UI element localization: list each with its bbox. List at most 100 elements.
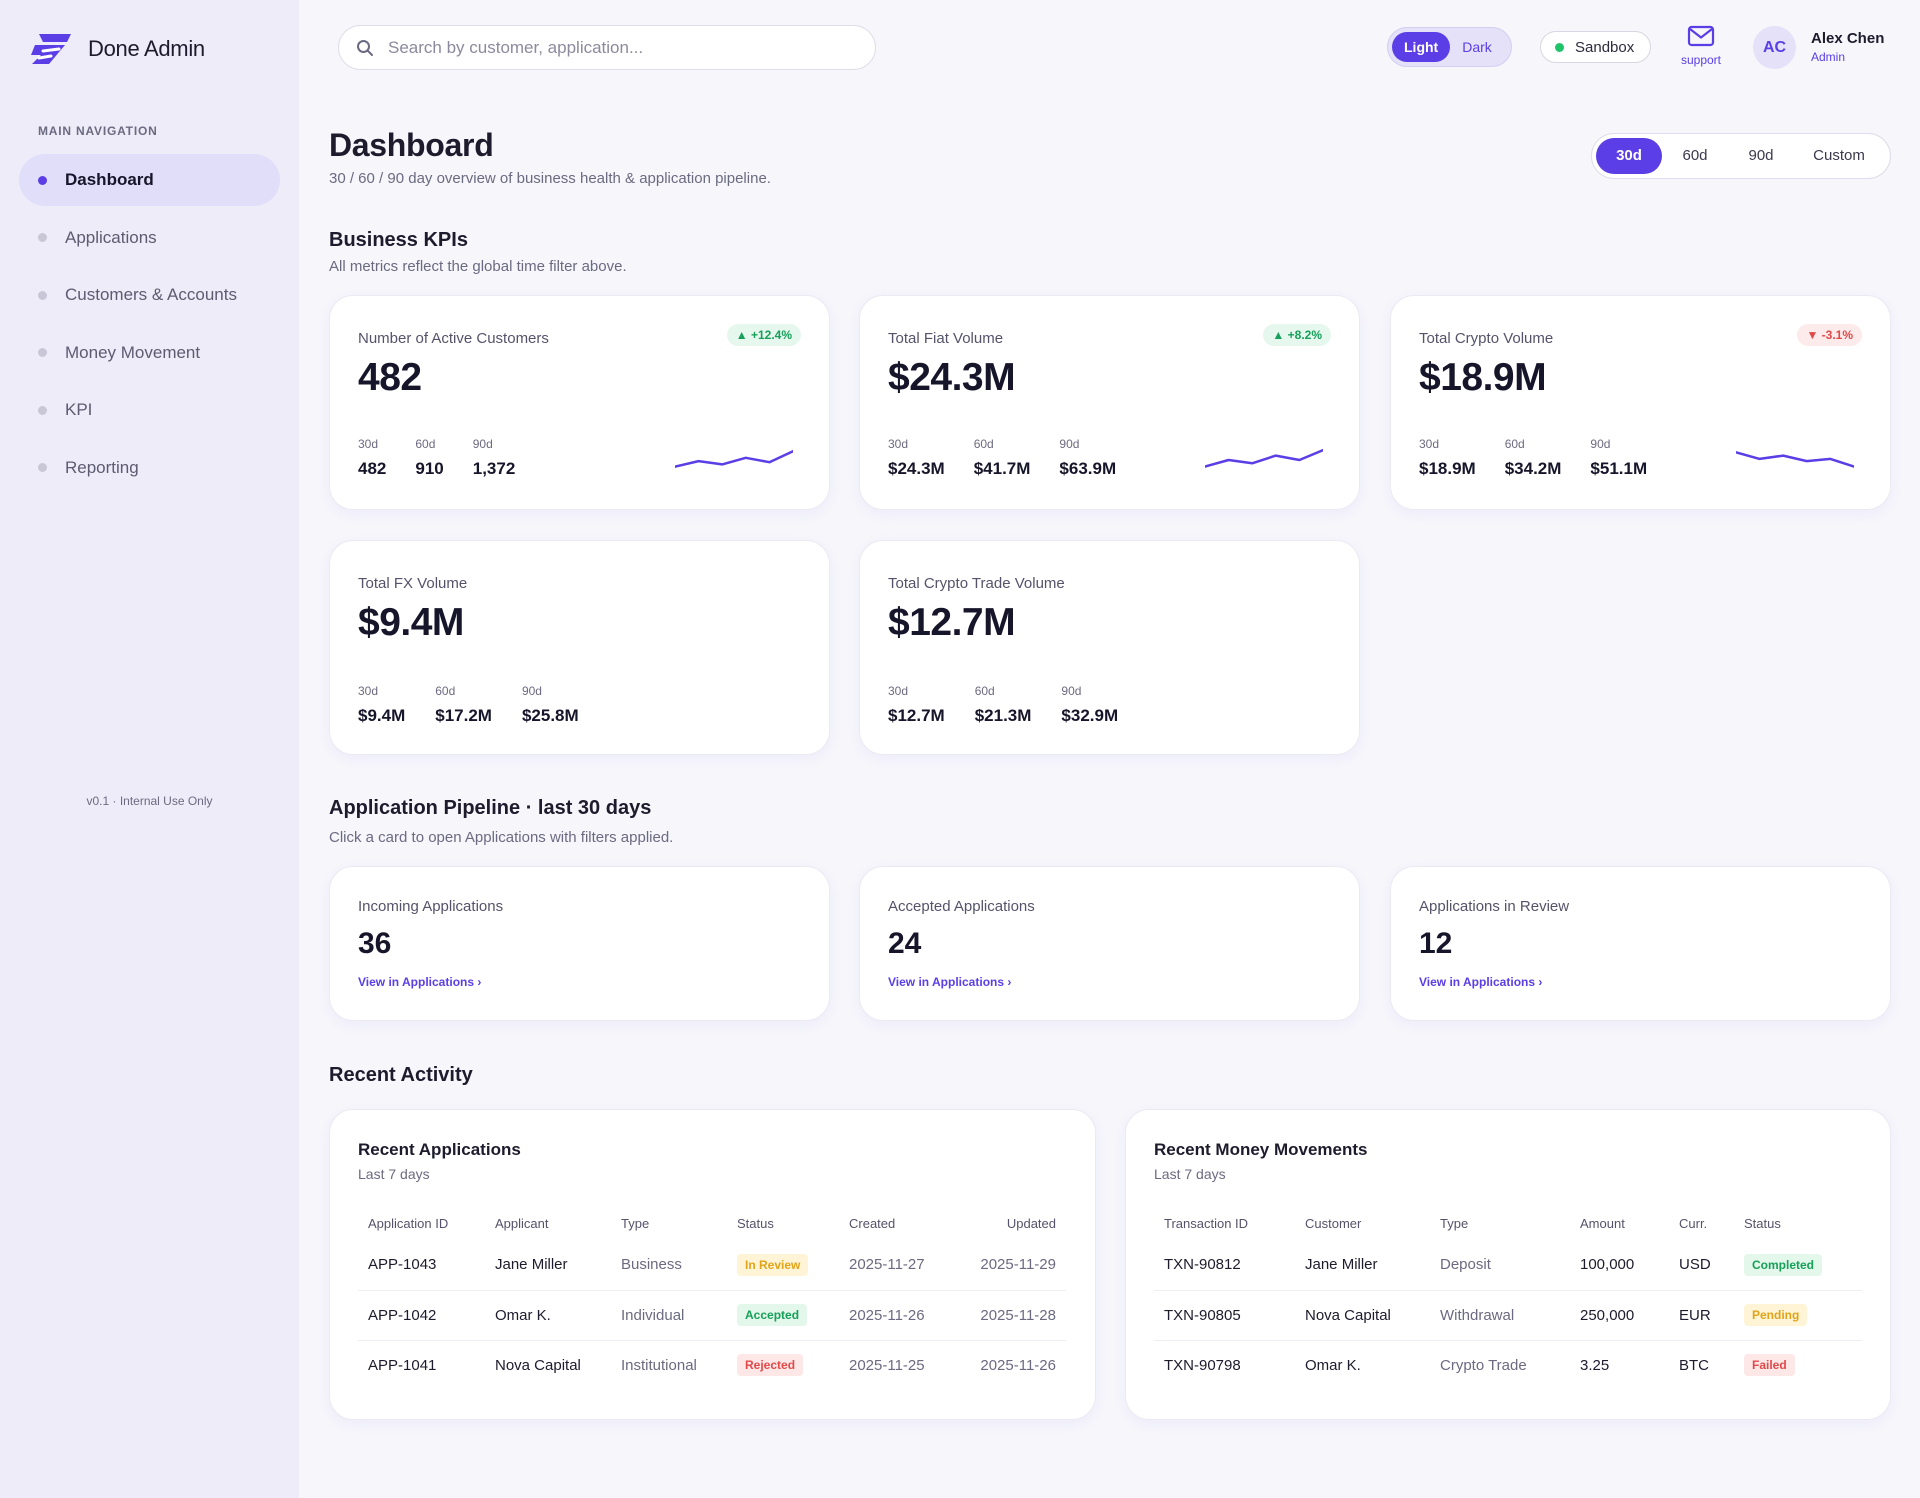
pipeline-count: 36 bbox=[358, 927, 392, 960]
range-30d-button[interactable]: 30d bbox=[1596, 138, 1662, 174]
nav-dot-icon bbox=[38, 290, 47, 300]
theme-dark-button[interactable]: Dark bbox=[1462, 39, 1492, 55]
period-60d: 60d $21.3M bbox=[975, 684, 1032, 726]
column-header: Transaction ID bbox=[1164, 1215, 1249, 1231]
kpi-periods: 30d $12.7M 60d $21.3M 90d $32.9M bbox=[888, 684, 1147, 726]
pipeline-label: Incoming Applications bbox=[358, 898, 504, 915]
recent-money-movements-card: Recent Money Movements Last 7 days Trans… bbox=[1125, 1109, 1891, 1420]
transaction-id: TXN-90798 bbox=[1154, 1339, 1295, 1390]
range-custom-button[interactable]: Custom bbox=[1813, 147, 1865, 164]
sparkline-path bbox=[1205, 448, 1323, 468]
support-button[interactable]: support bbox=[1678, 24, 1724, 67]
recent-applications-title: Recent Applications bbox=[358, 1140, 521, 1159]
period-label: 60d bbox=[435, 684, 456, 698]
status-badge: Completed bbox=[1744, 1253, 1823, 1276]
sparkline bbox=[1736, 451, 1854, 468]
nav-dot-icon bbox=[38, 233, 47, 242]
lightning-logo-icon bbox=[31, 34, 71, 64]
kpi-card-crypto-volume[interactable]: Total Crypto Volume ▼ -3.1% $18.9M 30d $1… bbox=[1390, 295, 1891, 510]
period-90d: 90d 1,372 bbox=[473, 437, 516, 479]
recent-money-movements-table: Transaction ID Customer Type Amount Curr… bbox=[1154, 1206, 1862, 1390]
search-bar[interactable] bbox=[338, 25, 876, 70]
user-role: Admin bbox=[1811, 50, 1846, 64]
table-row[interactable]: APP-1043 Jane Miller Business In Review … bbox=[358, 1240, 1066, 1290]
sidebar-item-customers-accounts[interactable]: Customers & Accounts bbox=[19, 269, 280, 321]
pipeline-card-accepted[interactable]: Accepted Applications 24 View in Applica… bbox=[859, 866, 1360, 1021]
view-applications-link[interactable]: View in Applications › bbox=[1419, 975, 1543, 989]
table-row[interactable]: APP-1041 Nova Capital Institutional Reje… bbox=[358, 1339, 1066, 1390]
search-input[interactable] bbox=[388, 37, 848, 58]
sidebar-item-dashboard[interactable]: Dashboard bbox=[19, 154, 280, 206]
environment-badge[interactable]: Sandbox bbox=[1540, 31, 1651, 63]
kpi-label: Number of Active Customers bbox=[358, 330, 549, 347]
table-row[interactable]: TXN-90805 Nova Capital Withdrawal 250,00… bbox=[1154, 1289, 1862, 1340]
page-subtitle: 30 / 60 / 90 day overview of business he… bbox=[329, 170, 771, 187]
status-badge: Pending bbox=[1744, 1304, 1808, 1326]
time-range-filter: 30d 60d 90d Custom bbox=[1591, 133, 1891, 179]
column-header: Status bbox=[737, 1215, 774, 1231]
movement-type: Crypto Trade bbox=[1430, 1339, 1570, 1390]
sidebar-item-kpi[interactable]: KPI bbox=[19, 384, 280, 436]
sidebar-item-applications[interactable]: Applications bbox=[19, 212, 280, 264]
column-header: Status bbox=[1744, 1215, 1781, 1231]
range-90d-button[interactable]: 90d bbox=[1748, 147, 1774, 164]
period-90d: 90d $63.9M bbox=[1059, 437, 1116, 479]
applicant: Omar K. bbox=[485, 1289, 611, 1340]
sparkline bbox=[1205, 448, 1323, 468]
customer: Omar K. bbox=[1295, 1339, 1430, 1390]
column-header: Updated bbox=[1006, 1215, 1056, 1231]
pipeline-label: Accepted Applications bbox=[888, 898, 1035, 915]
period-value: 482 bbox=[358, 459, 387, 478]
period-value: 1,372 bbox=[472, 459, 516, 478]
view-applications-link[interactable]: View in Applications › bbox=[888, 975, 1012, 989]
sidebar-item-label: KPI bbox=[65, 400, 93, 419]
view-applications-link[interactable]: View in Applications › bbox=[358, 975, 482, 989]
sidebar-item-label: Customers & Accounts bbox=[65, 285, 237, 304]
status-badge: Rejected bbox=[737, 1354, 804, 1377]
trend-badge: ▲ +8.2% bbox=[1263, 324, 1331, 346]
brand[interactable]: Done Admin bbox=[29, 31, 205, 67]
status-cell: Accepted bbox=[727, 1289, 839, 1340]
range-60d-button[interactable]: 60d bbox=[1682, 147, 1708, 164]
period-90d: 90d $32.9M bbox=[1061, 684, 1118, 726]
period-90d: 90d $51.1M bbox=[1590, 437, 1647, 479]
period-value: $18.9M bbox=[1419, 459, 1476, 478]
column-header: Type bbox=[1440, 1215, 1469, 1231]
table-row[interactable]: TXN-90812 Jane Miller Deposit 100,000 US… bbox=[1154, 1240, 1862, 1290]
transaction-id: TXN-90805 bbox=[1154, 1289, 1295, 1340]
kpi-card-crypto-trade-volume[interactable]: Total Crypto Trade Volume $12.7M 30d $12.… bbox=[859, 540, 1360, 755]
period-90d: 90d $25.8M bbox=[522, 684, 579, 726]
table-row[interactable]: TXN-90798 Omar K. Crypto Trade 3.25 BTC … bbox=[1154, 1339, 1862, 1390]
period-label: 60d bbox=[415, 437, 436, 451]
sidebar-item-label: Reporting bbox=[65, 457, 139, 477]
transaction-id: TXN-90812 bbox=[1164, 1256, 1241, 1274]
status-cell: Rejected bbox=[727, 1339, 839, 1390]
created-date: 2025-11-26 bbox=[839, 1289, 957, 1340]
kpi-periods: 30d $24.3M 60d $41.7M 90d $63.9M bbox=[888, 437, 1145, 479]
period-label: 90d bbox=[521, 684, 542, 698]
sidebar-item-money-movement[interactable]: Money Movement bbox=[19, 327, 280, 379]
kpi-card-fiat-volume[interactable]: Total Fiat Volume ▲ +8.2% $24.3M 30d $24.… bbox=[859, 295, 1360, 510]
period-value: $34.2M bbox=[1504, 459, 1562, 478]
sidebar: Done Admin MAIN NAVIGATION Dashboard App… bbox=[0, 0, 299, 1498]
kpi-label: Total Crypto Trade Volume bbox=[888, 575, 1065, 592]
kpi-card-active-customers[interactable]: Number of Active Customers ▲ +12.4% 482 … bbox=[329, 295, 830, 510]
pipeline-card-in-review[interactable]: Applications in Review 12 View in Applic… bbox=[1390, 866, 1891, 1021]
customer: Jane Miller bbox=[1305, 1256, 1378, 1274]
kpi-periods: 30d 482 60d 910 90d 1,372 bbox=[358, 437, 544, 479]
nav-dot-icon bbox=[38, 175, 47, 185]
avatar[interactable]: AC bbox=[1753, 26, 1796, 69]
status-badge: Accepted bbox=[737, 1304, 808, 1326]
recent-applications-card: Recent Applications Last 7 days Applicat… bbox=[329, 1109, 1096, 1420]
kpi-card-fx-volume[interactable]: Total FX Volume $9.4M 30d $9.4M 60d $17.2M… bbox=[329, 540, 830, 755]
sidebar-item-label: Dashboard bbox=[65, 170, 154, 189]
user-name: Alex Chen bbox=[1811, 30, 1885, 47]
pipeline-card-incoming[interactable]: Incoming Applications 36 View in Applica… bbox=[329, 866, 830, 1021]
period-30d: 30d $18.9M bbox=[1419, 437, 1476, 479]
table-row[interactable]: APP-1042 Omar K. Individual Accepted 202… bbox=[358, 1289, 1066, 1340]
theme-light-button[interactable]: Light bbox=[1392, 32, 1451, 62]
period-60d: 60d $34.2M bbox=[1505, 437, 1562, 479]
column-header: Application ID bbox=[368, 1215, 449, 1231]
sidebar-item-reporting[interactable]: Reporting bbox=[19, 442, 280, 494]
sparkline-path bbox=[1736, 451, 1854, 468]
